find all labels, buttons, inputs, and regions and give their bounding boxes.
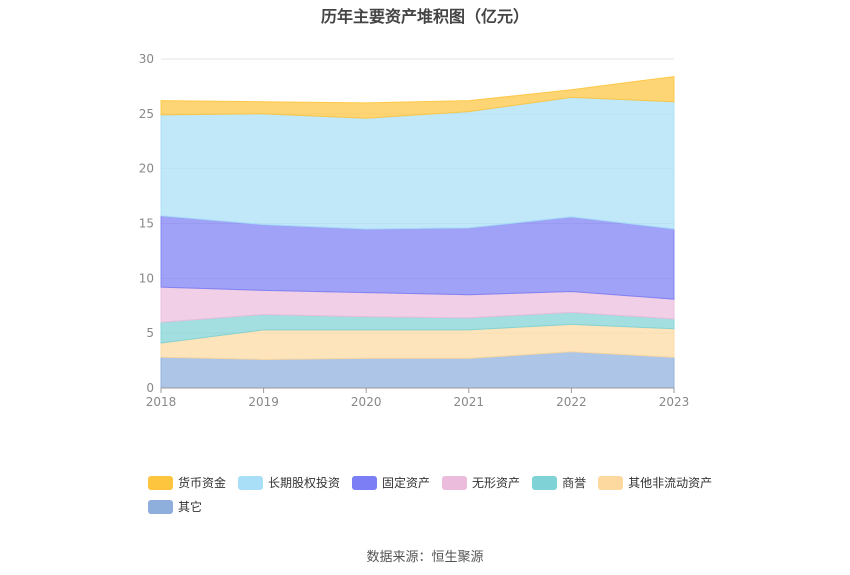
legend-item[interactable]: 长期股权投资 <box>238 473 340 492</box>
stacked-area-chart: 0 5 10 15 20 25 30 2018 2019 2020 2021 2022 2023 <box>139 52 690 409</box>
y-tick-label: 30 <box>139 52 154 66</box>
x-tick-label: 2019 <box>248 395 279 409</box>
legend-swatch <box>442 475 468 490</box>
x-tick-label: 2022 <box>556 395 587 409</box>
x-tick-label: 2018 <box>146 395 177 409</box>
legend-swatch <box>238 475 264 490</box>
y-tick-label: 10 <box>139 271 154 285</box>
legend-label: 固定资产 <box>382 476 431 490</box>
y-tick-label: 20 <box>139 162 154 176</box>
legend-label: 长期股权投资 <box>268 476 341 490</box>
series-area-5[interactable] <box>160 96 675 230</box>
legend-swatch <box>598 475 624 490</box>
legend-label: 其它 <box>178 500 203 514</box>
x-tick-label: 2023 <box>659 395 690 409</box>
legend-item[interactable]: 商誉 <box>532 473 586 492</box>
y-tick-label: 15 <box>139 217 154 231</box>
legend-swatch <box>148 499 173 514</box>
y-tick-label: 5 <box>146 326 154 340</box>
chart-legend: 货币资金 长期股权投资 固定资产 无形资产 商誉 其他非流动资产其它 <box>148 473 748 516</box>
legend-label: 货币资金 <box>178 476 227 490</box>
series-area-6[interactable] <box>160 75 675 119</box>
legend-swatch <box>148 475 173 490</box>
legend-item[interactable]: 无形资产 <box>442 473 520 492</box>
legend-label: 无形资产 <box>472 476 521 490</box>
legend-item[interactable]: 其他非流动资产 <box>598 473 712 492</box>
x-axis <box>160 387 675 393</box>
x-tick-label: 2021 <box>454 395 485 409</box>
legend-item[interactable]: 固定资产 <box>352 473 430 492</box>
data-source: 数据来源：恒生聚源 <box>366 550 484 565</box>
legend-item[interactable]: 货币资金 <box>148 473 226 492</box>
legend-label: 商誉 <box>562 476 587 490</box>
chart-title: 历年主要资产堆积图（亿元） <box>320 7 529 26</box>
x-tick-label: 2020 <box>351 395 382 409</box>
legend-swatch <box>352 475 378 490</box>
y-tick-label: 25 <box>139 107 154 121</box>
y-axis-labels: 0 5 10 15 20 25 30 <box>139 52 154 395</box>
y-tick-label: 0 <box>146 381 154 395</box>
legend-item[interactable]: 其它 <box>148 497 202 516</box>
legend-swatch <box>532 475 558 490</box>
legend-label: 其他非流动资产 <box>628 476 713 490</box>
x-axis-labels: 2018 2019 2020 2021 2022 2023 <box>146 395 690 409</box>
series-areas <box>160 75 675 389</box>
